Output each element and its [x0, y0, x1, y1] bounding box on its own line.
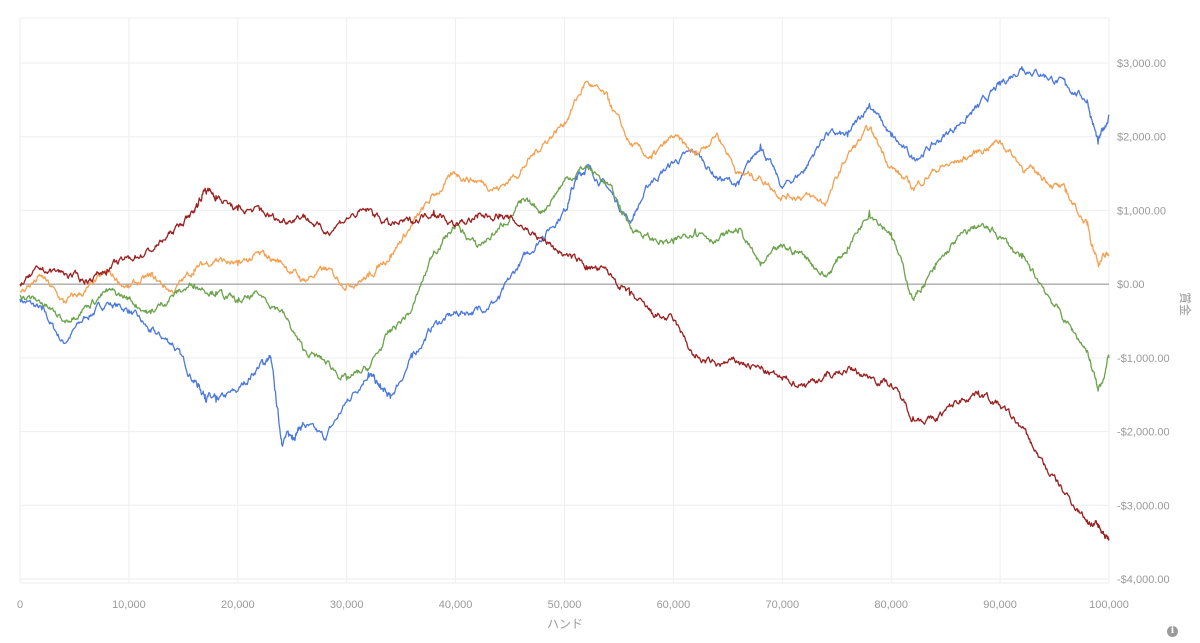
- series-line-1: [19, 66, 1110, 447]
- y-tick-label: $2,000.00: [1117, 132, 1166, 144]
- y-tick-label: -$3,000.00: [1117, 500, 1170, 512]
- x-tick-label: 30,000: [330, 599, 364, 611]
- x-tick-label: 100,000: [1089, 599, 1129, 611]
- x-tick-labels: 0 10,000 20,000 30,000 40,000 50,000 60,000 70,…: [17, 599, 1129, 611]
- x-tick-label: 20,000: [221, 599, 255, 611]
- series-line-3: [19, 165, 1110, 392]
- y-tick-label: $0.00: [1117, 279, 1145, 291]
- y-tick-label: -$1,000.00: [1117, 353, 1170, 365]
- x-tick-label: 60,000: [657, 599, 691, 611]
- y-tick-label: $3,000.00: [1117, 58, 1166, 70]
- x-gridlines: [19, 18, 1110, 583]
- y-tick-label: -$4,000.00: [1117, 574, 1170, 586]
- y-tick-label: -$2,000.00: [1117, 427, 1170, 439]
- x-tick-label: 0: [17, 599, 23, 611]
- series-line-4: [19, 187, 1110, 541]
- y-tick-label: $1,000.00: [1117, 205, 1166, 217]
- series-lines: [19, 66, 1110, 541]
- y-axis-title: 賞金: [1178, 292, 1193, 316]
- x-tick-label: 10,000: [112, 599, 146, 611]
- x-tick-label: 50,000: [548, 599, 582, 611]
- x-axis-title: ハンド: [547, 617, 583, 631]
- x-tick-label: 70,000: [765, 599, 799, 611]
- info-icon[interactable]: i: [1167, 626, 1178, 637]
- x-tick-label: 40,000: [439, 599, 473, 611]
- x-tick-label: 90,000: [983, 599, 1017, 611]
- x-tick-label: 80,000: [874, 599, 908, 611]
- y-tick-labels: $3,000.00 $2,000.00 $1,000.00 $0.00 -$1,000.…: [1117, 58, 1170, 586]
- series-line-2: [19, 80, 1110, 304]
